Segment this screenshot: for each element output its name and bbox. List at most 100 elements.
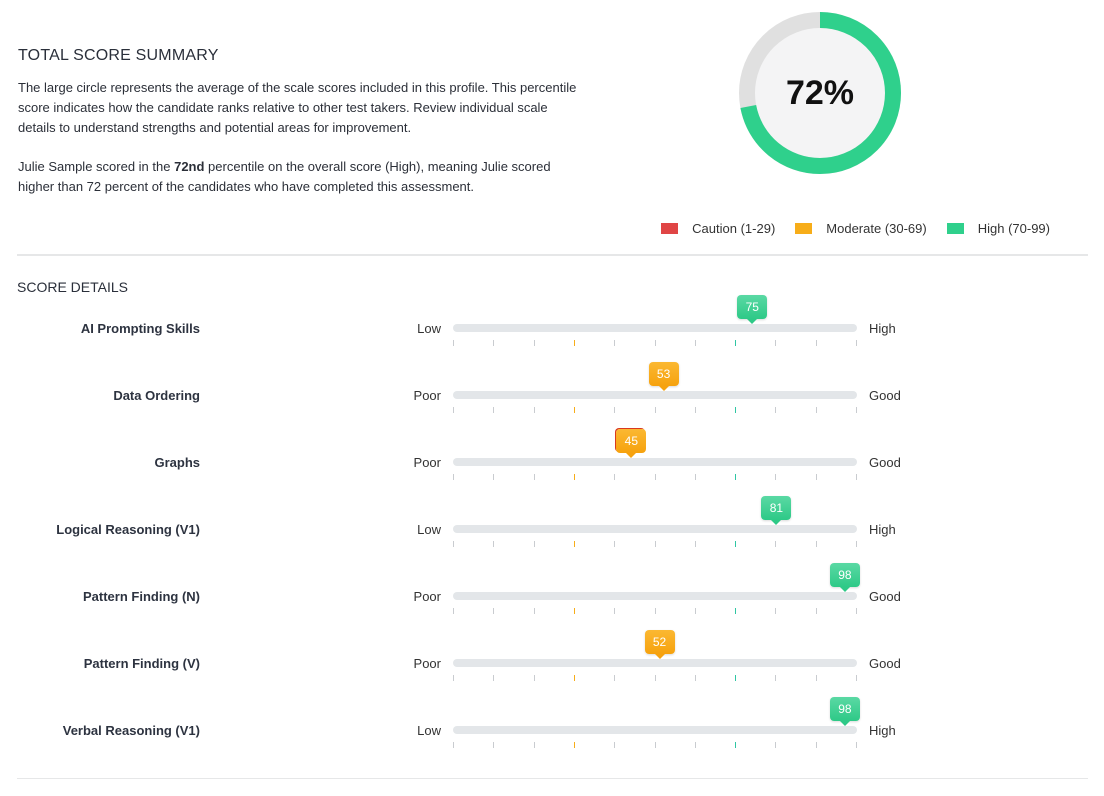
score-track	[453, 525, 857, 533]
scale-tick	[654, 340, 656, 346]
scale-tick	[533, 541, 535, 547]
scale-tick	[815, 742, 817, 748]
scale-low-label: Poor	[413, 388, 441, 403]
scale-tick	[614, 608, 616, 614]
scale-tick	[654, 407, 656, 413]
overall-score-ring	[739, 12, 901, 174]
score-row: Pattern Finding (V) Poor 52 Good	[0, 630, 1104, 723]
scale-tick	[654, 608, 656, 614]
score-track	[453, 391, 857, 399]
score-marker: 45	[616, 429, 647, 458]
scale-tick	[775, 340, 777, 346]
scale-low-label: Low	[417, 321, 441, 336]
scale-name: Pattern Finding (V)	[83, 656, 200, 671]
scale-tick	[654, 742, 656, 748]
scale-low-label: Poor	[413, 656, 441, 671]
score-track	[453, 592, 857, 600]
score-track	[453, 324, 857, 332]
scale-tick	[775, 407, 777, 413]
scale-tick	[493, 340, 495, 346]
scale-tick	[493, 474, 495, 480]
scale-low-label: Low	[417, 723, 441, 738]
scale-ticks	[453, 608, 857, 614]
scale-tick	[775, 742, 777, 748]
scale-tick	[493, 675, 495, 681]
scale-tick	[694, 608, 696, 614]
scale-tick	[614, 407, 616, 413]
scale-tick	[573, 675, 575, 681]
scale-name: AI Prompting Skills	[80, 321, 200, 336]
score-marker: 75	[737, 295, 768, 324]
summary-title: TOTAL SCORE SUMMARY	[18, 47, 219, 64]
scale-tick	[533, 675, 535, 681]
scale-tick	[815, 474, 817, 480]
scale-low-label: Low	[417, 522, 441, 537]
scale-tick	[573, 407, 575, 413]
scale-tick	[694, 541, 696, 547]
scale-tick	[815, 541, 817, 547]
score-row: Data Ordering Poor 53 Good	[0, 362, 1104, 455]
scale-tick	[533, 340, 535, 346]
scale-tick	[453, 608, 454, 614]
scale-tick	[856, 474, 857, 480]
scale-tick	[614, 675, 616, 681]
legend-caution: Caution (1-29)	[661, 221, 775, 236]
score-marker: 98	[829, 697, 860, 726]
scale-high-label: High	[869, 723, 896, 738]
scale-tick	[815, 675, 817, 681]
score-row: Pattern Finding (N) Poor 98 Good	[0, 563, 1104, 656]
scale-tick	[453, 340, 454, 346]
scale-tick	[694, 340, 696, 346]
scale-name: Logical Reasoning (V1)	[56, 522, 200, 537]
scale-name: Data Ordering	[113, 388, 200, 403]
legend-moderate-label: Moderate (30-69)	[826, 221, 927, 236]
scale-tick	[533, 742, 535, 748]
high-swatch	[946, 223, 964, 234]
scale-tick	[614, 742, 616, 748]
scale-high-label: High	[869, 522, 896, 537]
scale-high-label: Good	[869, 589, 901, 604]
bottom-divider	[17, 778, 1088, 779]
scale-high-label: High	[869, 321, 896, 336]
scale-tick	[654, 474, 656, 480]
scale-tick	[815, 407, 817, 413]
legend-moderate: Moderate (30-69)	[795, 221, 927, 236]
scale-ticks	[453, 474, 857, 480]
scale-tick	[614, 474, 616, 480]
scale-tick	[533, 608, 535, 614]
scale-high-label: Good	[869, 388, 901, 403]
scale-tick	[735, 675, 737, 681]
section-divider	[17, 254, 1088, 256]
scale-tick	[654, 541, 656, 547]
scale-tick	[735, 340, 737, 346]
scale-tick	[654, 675, 656, 681]
scale-tick	[815, 340, 817, 346]
scale-tick	[775, 608, 777, 614]
scale-tick	[856, 407, 857, 413]
score-row: Logical Reasoning (V1) Low 81 High	[0, 496, 1104, 589]
scale-tick	[493, 608, 495, 614]
scale-tick	[573, 340, 575, 346]
scale-tick	[694, 675, 696, 681]
scale-tick	[735, 608, 737, 614]
scale-tick	[453, 407, 454, 413]
scale-tick	[694, 742, 696, 748]
scale-high-label: Good	[869, 656, 901, 671]
scale-name: Graphs	[154, 455, 200, 470]
legend-caution-label: Caution (1-29)	[692, 221, 776, 236]
scale-tick	[533, 474, 535, 480]
scale-tick	[694, 407, 696, 413]
scale-high-label: Good	[869, 455, 901, 470]
scale-tick	[493, 742, 495, 748]
scale-tick	[775, 541, 777, 547]
score-row: Graphs Poor 45 Good	[0, 429, 1104, 522]
score-track	[453, 659, 857, 667]
scale-tick	[856, 742, 857, 748]
scale-tick	[573, 742, 575, 748]
score-marker: 53	[648, 362, 679, 391]
score-details-title: SCORE DETAILS	[17, 279, 128, 295]
scale-tick	[493, 541, 495, 547]
scale-tick	[533, 407, 535, 413]
scale-tick	[493, 407, 495, 413]
summary-result: Julie Sample scored in the 72nd percenti…	[18, 157, 588, 197]
